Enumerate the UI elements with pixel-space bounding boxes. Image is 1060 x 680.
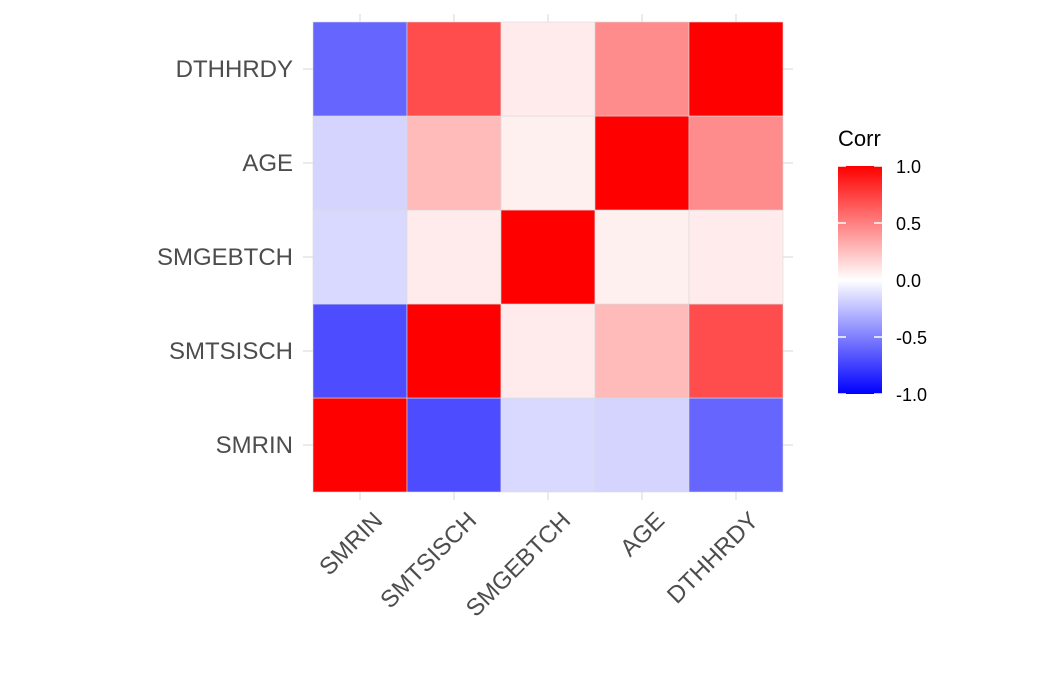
heatmap-cell: [406, 209, 502, 305]
heatmap-cell: [688, 21, 784, 117]
heatmap-cell: [594, 303, 690, 399]
heatmap-cell: [312, 397, 408, 493]
heatmap-cell: [312, 303, 408, 399]
heatmap-cell: [406, 21, 502, 117]
heatmap-cell: [312, 209, 408, 305]
heatmap-cell: [594, 21, 690, 117]
heatmap-cell: [312, 21, 408, 117]
x-axis-label: SMRIN: [314, 507, 388, 581]
legend-title: Corr: [838, 126, 881, 151]
heatmap-cell: [406, 115, 502, 211]
heatmap-cell: [406, 303, 502, 399]
heatmap-cell: [688, 397, 784, 493]
y-axis-label: SMGEBTCH: [157, 244, 293, 271]
y-axis-label: AGE: [242, 150, 293, 177]
legend-tick-label: 0.5: [896, 214, 921, 234]
legend-tick-label: -1.0: [896, 385, 927, 405]
x-axis-label: AGE: [615, 507, 670, 562]
heatmap-cell: [688, 209, 784, 305]
legend: Corr 1.0 0.5 0.0 -0.5 -1.0: [838, 126, 927, 405]
y-axis-labels: SMRIN SMTSISCH SMGEBTCH AGE DTHHRDY: [157, 56, 293, 459]
heatmap-cell: [500, 209, 596, 305]
heatmap-cell: [312, 115, 408, 211]
heatmap-cell: [594, 209, 690, 305]
y-axis-label: SMTSISCH: [169, 338, 293, 365]
heatmap-cell: [406, 397, 502, 493]
y-axis-label: SMRIN: [216, 432, 293, 459]
heatmap-cells: [312, 21, 784, 493]
heatmap-cell: [500, 115, 596, 211]
heatmap-cell: [500, 397, 596, 493]
y-axis-label: DTHHRDY: [176, 56, 293, 83]
legend-tick-label: 0.0: [896, 271, 921, 291]
heatmap-cell: [500, 303, 596, 399]
x-axis-label: DTHHRDY: [662, 507, 764, 609]
heatmap-cell: [594, 397, 690, 493]
heatmap-cell: [688, 115, 784, 211]
legend-ticks: 1.0 0.5 0.0 -0.5 -1.0: [838, 157, 927, 405]
legend-tick-label: -0.5: [896, 328, 927, 348]
legend-tick-label: 1.0: [896, 157, 921, 177]
heatmap-cell: [688, 303, 784, 399]
heatmap-cell: [594, 115, 690, 211]
heatmap-cell: [500, 21, 596, 117]
